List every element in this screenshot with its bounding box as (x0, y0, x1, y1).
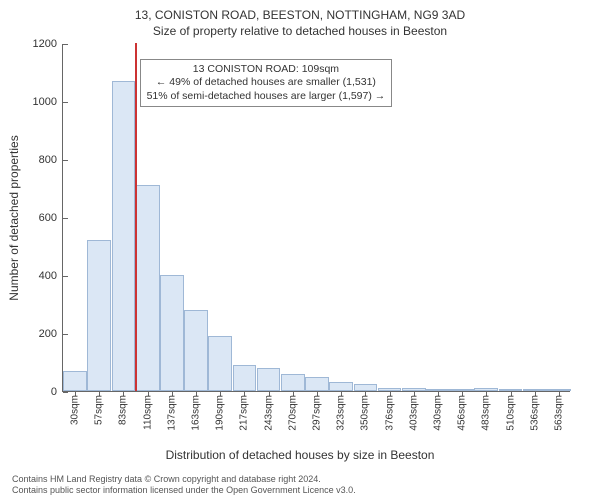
y-tick-label: 0 (51, 386, 63, 398)
y-tick-label: 600 (39, 212, 63, 224)
histogram-bar (63, 371, 87, 391)
x-tick-label: 297sqm (312, 395, 323, 431)
x-tick-label: 376sqm (384, 395, 395, 431)
histogram-bar (136, 185, 160, 391)
x-tick-label: 83sqm (118, 395, 129, 425)
histogram-bar (305, 377, 329, 392)
y-tick-label: 400 (39, 270, 63, 282)
x-tick-label: 217sqm (239, 395, 250, 431)
histogram-bar (354, 384, 378, 391)
plot-area: 02004006008001000120030sqm57sqm83sqm110s… (62, 44, 570, 392)
histogram-bar (233, 365, 257, 391)
annotation-callout: 13 CONISTON ROAD: 109sqm← 49% of detache… (140, 59, 393, 108)
x-tick-label: 30sqm (70, 395, 81, 425)
x-tick-label: 110sqm (142, 395, 153, 430)
y-tick-label: 800 (39, 154, 63, 166)
histogram-bar (184, 310, 208, 391)
x-tick-label: 323sqm (336, 395, 347, 431)
reference-marker-line (135, 43, 137, 391)
x-tick-label: 403sqm (408, 395, 419, 431)
y-axis-label: Number of detached properties (7, 135, 21, 300)
x-tick-label: 163sqm (191, 395, 202, 431)
x-tick-label: 190sqm (215, 395, 226, 431)
x-tick-label: 483sqm (481, 395, 492, 431)
x-tick-label: 430sqm (432, 395, 443, 431)
y-tick-label: 1000 (33, 96, 63, 108)
y-tick-label: 1200 (33, 38, 63, 50)
x-tick-label: 510sqm (505, 395, 516, 431)
x-tick-label: 137sqm (166, 395, 177, 431)
footer-line-1: Contains HM Land Registry data © Crown c… (12, 474, 356, 485)
histogram-bar (208, 336, 232, 391)
x-tick-label: 243sqm (263, 395, 274, 431)
histogram-bar (112, 81, 136, 391)
annotation-line: ← 49% of detached houses are smaller (1,… (147, 76, 386, 90)
x-tick-label: 270sqm (287, 395, 298, 431)
x-tick-label: 536sqm (529, 395, 540, 431)
footer-attribution: Contains HM Land Registry data © Crown c… (12, 474, 356, 497)
chart-area: 02004006008001000120030sqm57sqm83sqm110s… (62, 44, 570, 392)
histogram-bar (257, 368, 281, 391)
y-tick-label: 200 (39, 328, 63, 340)
x-tick-label: 456sqm (457, 395, 468, 431)
annotation-line: 51% of semi-detached houses are larger (… (147, 90, 386, 104)
x-axis-label: Distribution of detached houses by size … (0, 448, 600, 462)
histogram-bar (329, 382, 353, 391)
chart-title-main: 13, CONISTON ROAD, BEESTON, NOTTINGHAM, … (0, 0, 600, 22)
histogram-bar (281, 374, 305, 391)
x-tick-label: 57sqm (94, 395, 105, 425)
x-tick-label: 563sqm (553, 395, 564, 431)
histogram-bar (160, 275, 184, 391)
chart-title-sub: Size of property relative to detached ho… (0, 22, 600, 38)
annotation-line: 13 CONISTON ROAD: 109sqm (147, 63, 386, 77)
footer-line-2: Contains public sector information licen… (12, 485, 356, 496)
histogram-bar (87, 240, 111, 391)
x-tick-label: 350sqm (360, 395, 371, 431)
